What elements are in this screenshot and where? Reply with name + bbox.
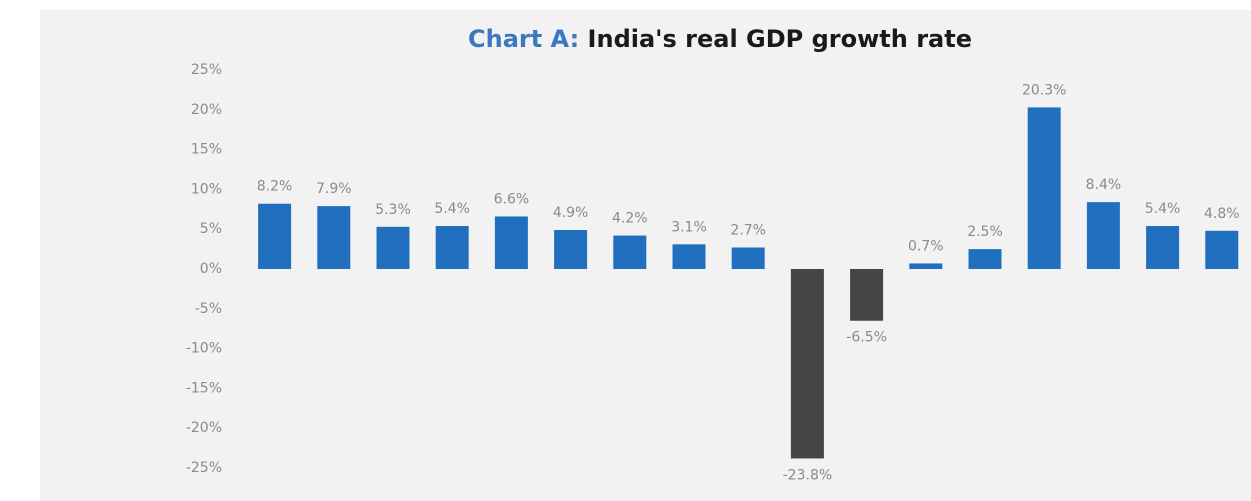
bar [968,249,1002,269]
value-label: 8.2% [257,179,293,195]
y-tick-label: -25% [186,460,222,476]
bar [1205,230,1239,269]
bar [1146,226,1180,269]
value-label: 0.7% [908,238,944,254]
value-label: 2.7% [730,223,766,239]
value-label: 3.1% [671,219,707,235]
y-tick-label: 15% [191,142,222,158]
y-tick-label: -20% [186,420,222,436]
bar [790,269,824,459]
y-tick-label: 5% [200,221,222,237]
value-label: 8.4% [1086,177,1122,193]
y-tick-label: 10% [191,181,222,197]
value-label: 5.4% [1145,201,1181,217]
bar [258,203,292,269]
y-tick-label: -10% [186,341,222,357]
bar [494,216,528,269]
bar [1086,202,1120,269]
y-tick-label: -5% [195,301,222,317]
bar [554,229,588,269]
bar [731,247,765,269]
bar [1027,107,1061,269]
title-prefix: Chart A: [468,25,579,53]
y-tick-label: 25% [191,62,222,78]
bar [435,226,469,269]
bar [850,269,884,321]
chart-title: Chart A: India's real GDP growth rate [468,25,972,53]
bar [376,226,410,269]
value-label: 5.4% [434,201,470,217]
value-label: 2.5% [967,224,1003,240]
value-label: 4.2% [612,211,648,227]
y-tick-label: -15% [186,380,222,396]
value-label: 4.8% [1204,206,1240,222]
bar [672,244,706,269]
bar [317,206,351,269]
bar [909,263,943,269]
y-tick-label: 0% [200,261,222,277]
value-label: 20.3% [1022,82,1066,98]
value-label: 4.9% [553,205,589,221]
value-label: -23.8% [783,467,833,483]
value-label: -6.5% [846,330,887,346]
title-main: India's real GDP growth rate [588,25,972,53]
y-tick-label: 20% [191,102,222,118]
value-label: 7.9% [316,181,352,197]
value-label: 6.6% [494,191,530,207]
value-label: 5.3% [375,202,411,218]
bar [613,235,647,269]
